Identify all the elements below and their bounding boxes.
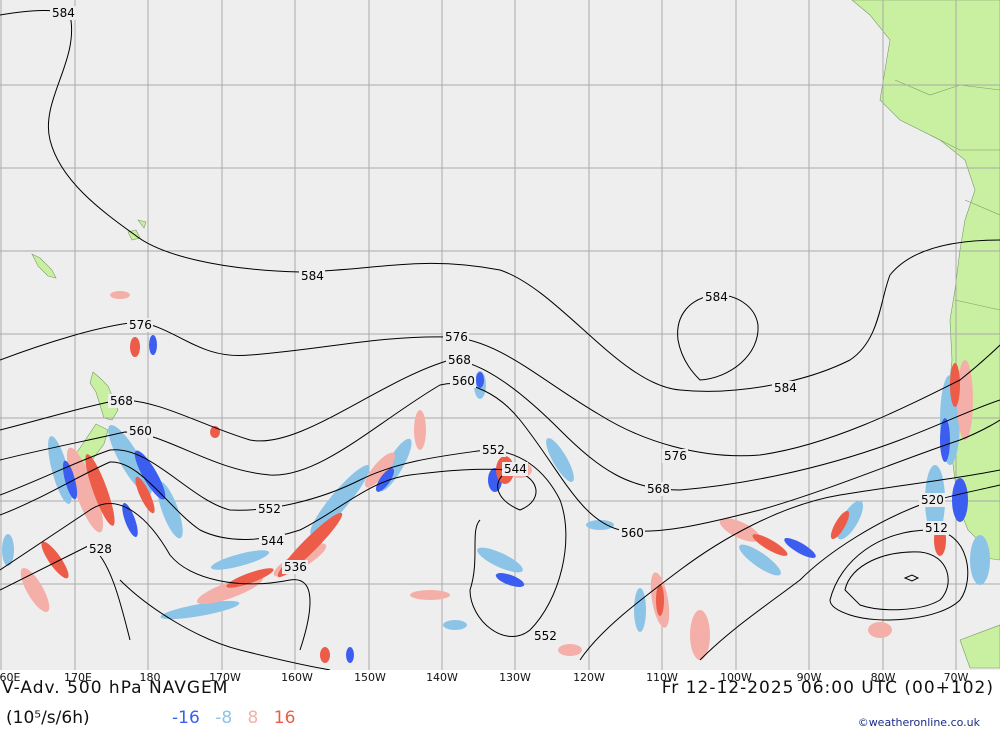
south-america-borders [894, 79, 1000, 311]
contour-544 [0, 461, 537, 540]
lon-tick: 150W [354, 671, 386, 684]
contour-label-584-nw: 584 [52, 6, 75, 20]
weather-map: 584 584 584 584 576 576 576 568 568 568 … [0, 0, 1000, 670]
contour-520 [699, 484, 1000, 661]
lon-tick: 90W [796, 671, 822, 684]
contour-label-528-west: 528 [89, 542, 112, 556]
contour-label-568-west: 568 [110, 394, 133, 408]
forecast-time: Fr 12-12-2025 06:00 UTC (00+102) [661, 678, 994, 698]
lon-tick: 110W [646, 671, 678, 684]
contour-504 [844, 551, 949, 611]
contour-labels: 584 584 584 584 576 576 576 568 568 568 … [50, 6, 949, 643]
lon-tick: 120W [573, 671, 605, 684]
lon-tick: 170W [209, 671, 241, 684]
lon-tick: 130W [499, 671, 531, 684]
longitude-ticks: 60E 170E 180 170W 160W 150W 140W 130W 12… [0, 671, 1000, 685]
contour-496 [903, 574, 920, 582]
contour-label-552-west: 552 [258, 502, 281, 516]
contour-584-north [0, 9, 1000, 392]
lon-tick: 160W [281, 671, 313, 684]
legend-item-neg-8: -8 [215, 708, 233, 728]
contour-label-560-east: 560 [621, 526, 644, 540]
lon-tick: 60E [0, 671, 21, 684]
units-label: (10⁵/s/6h) [6, 708, 90, 728]
contour-south-west [119, 579, 331, 670]
contour-south-big [579, 469, 1000, 661]
advection-strong-positive [41, 337, 960, 663]
contour-label-576-east: 576 [664, 449, 687, 463]
lon-tick: 180 [139, 671, 161, 684]
legend-item-pos-16: 16 [273, 708, 296, 728]
contour-536 [0, 503, 311, 651]
lon-tick: 80W [870, 671, 896, 684]
contour-label-536-west: 536 [284, 560, 307, 574]
contour-584-cell [677, 294, 759, 381]
new-caledonia [31, 253, 57, 279]
contour-label-552-mid: 552 [482, 443, 505, 457]
contour-label-576-west: 576 [129, 318, 152, 332]
contour-label-584-cell: 584 [705, 290, 728, 304]
contour-552 [0, 449, 567, 637]
height-contours [0, 9, 1000, 670]
contour-label-560-west: 560 [129, 424, 152, 438]
ocean-background [0, 0, 1000, 670]
contour-560 [0, 383, 1000, 532]
lon-tick: 140W [426, 671, 458, 684]
contour-label-584-mid: 584 [301, 269, 324, 283]
legend-item-neg-16: -16 [172, 708, 200, 728]
contour-label-544-mid: 544 [504, 462, 527, 476]
map-footer [0, 670, 1000, 733]
contour-label-512-east: 512 [925, 521, 948, 535]
contour-label-576-mid: 576 [445, 330, 468, 344]
contour-576 [0, 321, 1000, 457]
lon-tick: 100W [720, 671, 752, 684]
contour-label-520-east: 520 [921, 493, 944, 507]
color-legend: -16 -8 8 16 [172, 708, 305, 728]
map-title: V-Adv. 500 hPa NAVGEM [2, 678, 229, 698]
south-america-south-tip [959, 624, 1000, 669]
contour-568 [0, 359, 1000, 491]
contour-label-552-south: 552 [534, 629, 557, 643]
fiji-islands [127, 219, 147, 241]
contour-label-568-east: 568 [647, 482, 670, 496]
advection-strong-negative [62, 335, 968, 663]
contour-512 [829, 529, 969, 621]
lon-tick: 70W [943, 671, 969, 684]
contour-label-560-mid: 560 [452, 374, 475, 388]
contour-label-568-mid: 568 [448, 353, 471, 367]
contour-label-544-west: 544 [261, 534, 284, 548]
credit-link[interactable]: ©weatheronline.co.uk [857, 716, 980, 729]
lon-tick: 170E [64, 671, 92, 684]
legend-item-pos-8: 8 [247, 708, 259, 728]
contour-label-584-east: 584 [774, 381, 797, 395]
